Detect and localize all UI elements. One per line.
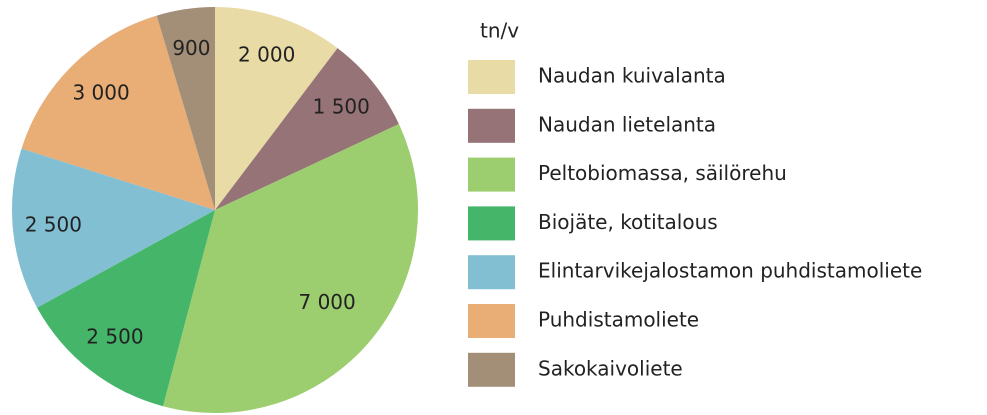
value-label: 7 000	[299, 290, 356, 314]
legend-swatch	[468, 108, 515, 143]
legend-label: Elintarvikejalostamon puhdistamoliete	[538, 259, 922, 283]
legend-label: Naudan kuivalanta	[538, 64, 726, 88]
pie-slice	[21, 15, 215, 211]
legend-label: Puhdistamoliete	[538, 308, 699, 332]
value-label: 2 500	[25, 212, 82, 236]
value-label: 3 000	[72, 81, 129, 105]
legend-swatch	[468, 206, 515, 241]
value-label: 900	[172, 36, 210, 60]
pie-slice	[162, 124, 418, 414]
legend-label: Sakokaivoliete	[538, 356, 683, 380]
legend-label: Biojäte, kotitalous	[538, 210, 718, 234]
legend-swatch	[468, 157, 515, 192]
value-label: 2 000	[238, 43, 295, 67]
legend-label: Naudan lietelanta	[538, 112, 716, 136]
legend-title: tn/v	[480, 19, 519, 43]
legend-swatch	[468, 255, 515, 290]
legend-swatch	[468, 352, 515, 387]
value-label: 1 500	[313, 94, 370, 118]
legend-swatch	[468, 304, 515, 338]
legend-label: Peltobiomassa, säilörehu	[538, 161, 787, 185]
pie-slice	[156, 7, 215, 210]
pie-slice	[37, 210, 215, 407]
legend-swatch	[468, 60, 515, 94]
pie-slice	[12, 148, 216, 308]
pie-slice	[215, 48, 399, 210]
pie-slice	[215, 7, 338, 210]
value-label: 2 500	[86, 324, 143, 348]
